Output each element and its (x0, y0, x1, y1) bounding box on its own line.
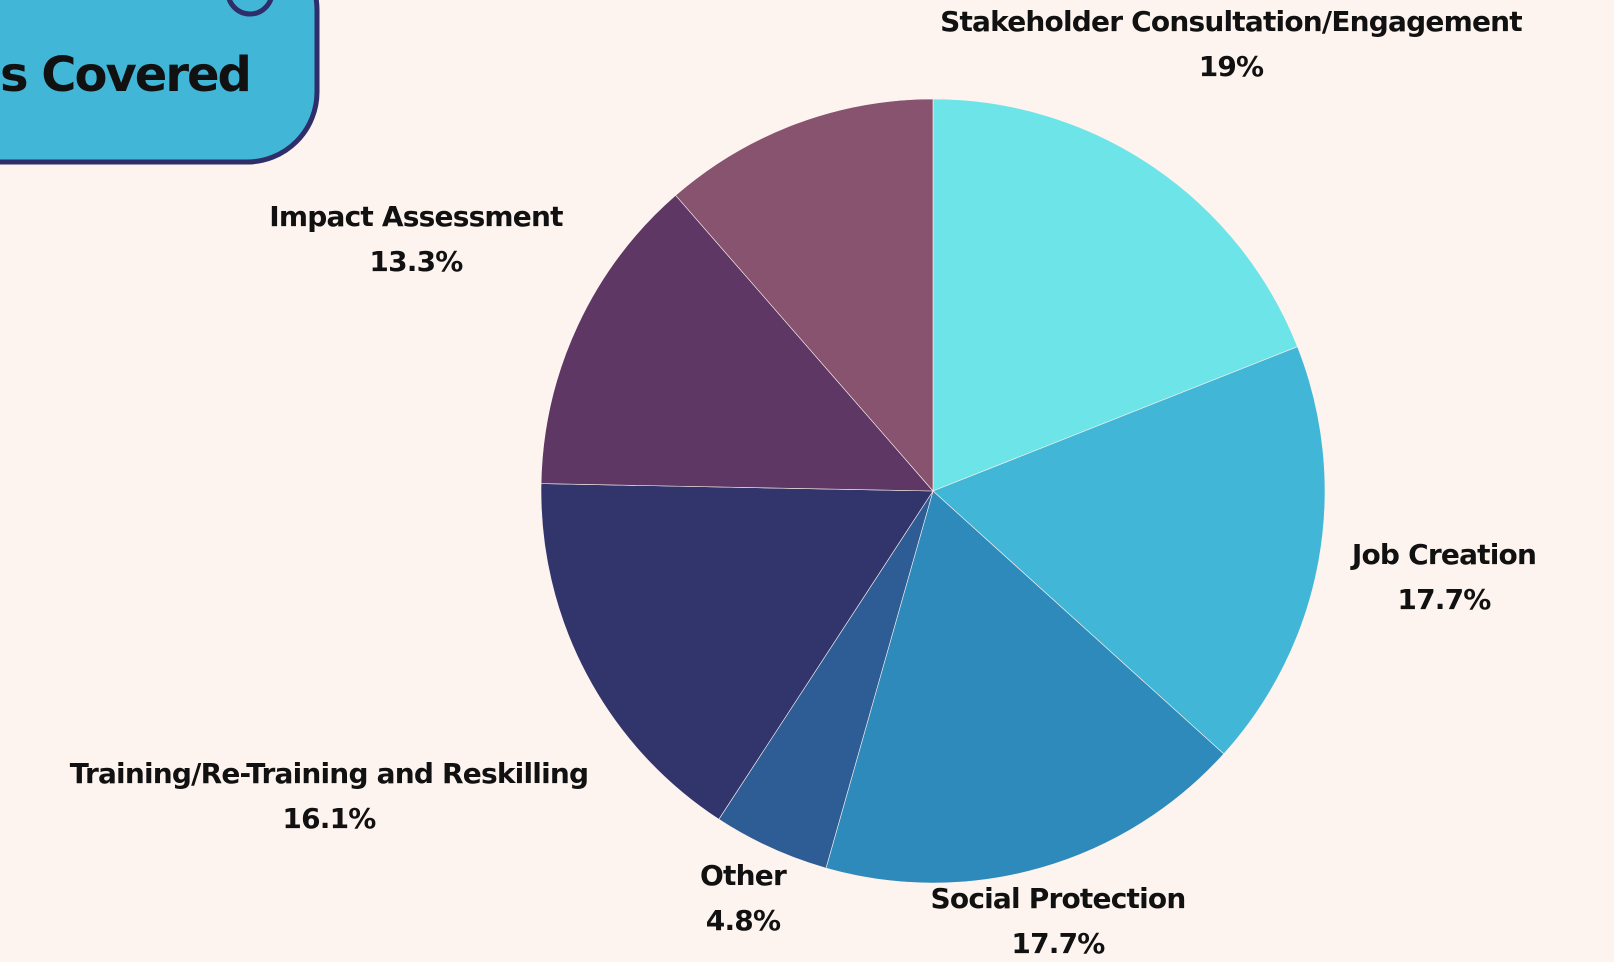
chart-title: s Covered (0, 47, 250, 103)
pie-slice (932, 346, 1326, 755)
slice-label: Impact Assessment (269, 200, 563, 233)
title-box-knob (226, 0, 274, 17)
pie-slice (540, 194, 934, 492)
slice-label: Job Creation (1350, 538, 1536, 571)
slice-label: Stakeholder Consultation/Engagement (940, 5, 1522, 38)
slice-label: Training/Re-Training and Reskilling (70, 757, 589, 790)
pie-slice (932, 98, 1298, 492)
pie-slice (540, 483, 934, 820)
pie-slice (675, 98, 934, 492)
slice-label: Other (700, 859, 787, 892)
slice-value-label: 16.1% (282, 802, 376, 835)
slice-value-label: 19% (1199, 50, 1264, 83)
slice-value-label: 4.8% (706, 904, 781, 937)
slice-value-label: 17.7% (1011, 927, 1105, 960)
slice-label: Social Protection (931, 882, 1186, 915)
title-box (0, 0, 320, 165)
slice-value-label: 13.3% (369, 245, 463, 278)
pie-slice (825, 490, 1225, 884)
slice-value-label: 17.7% (1397, 583, 1491, 616)
